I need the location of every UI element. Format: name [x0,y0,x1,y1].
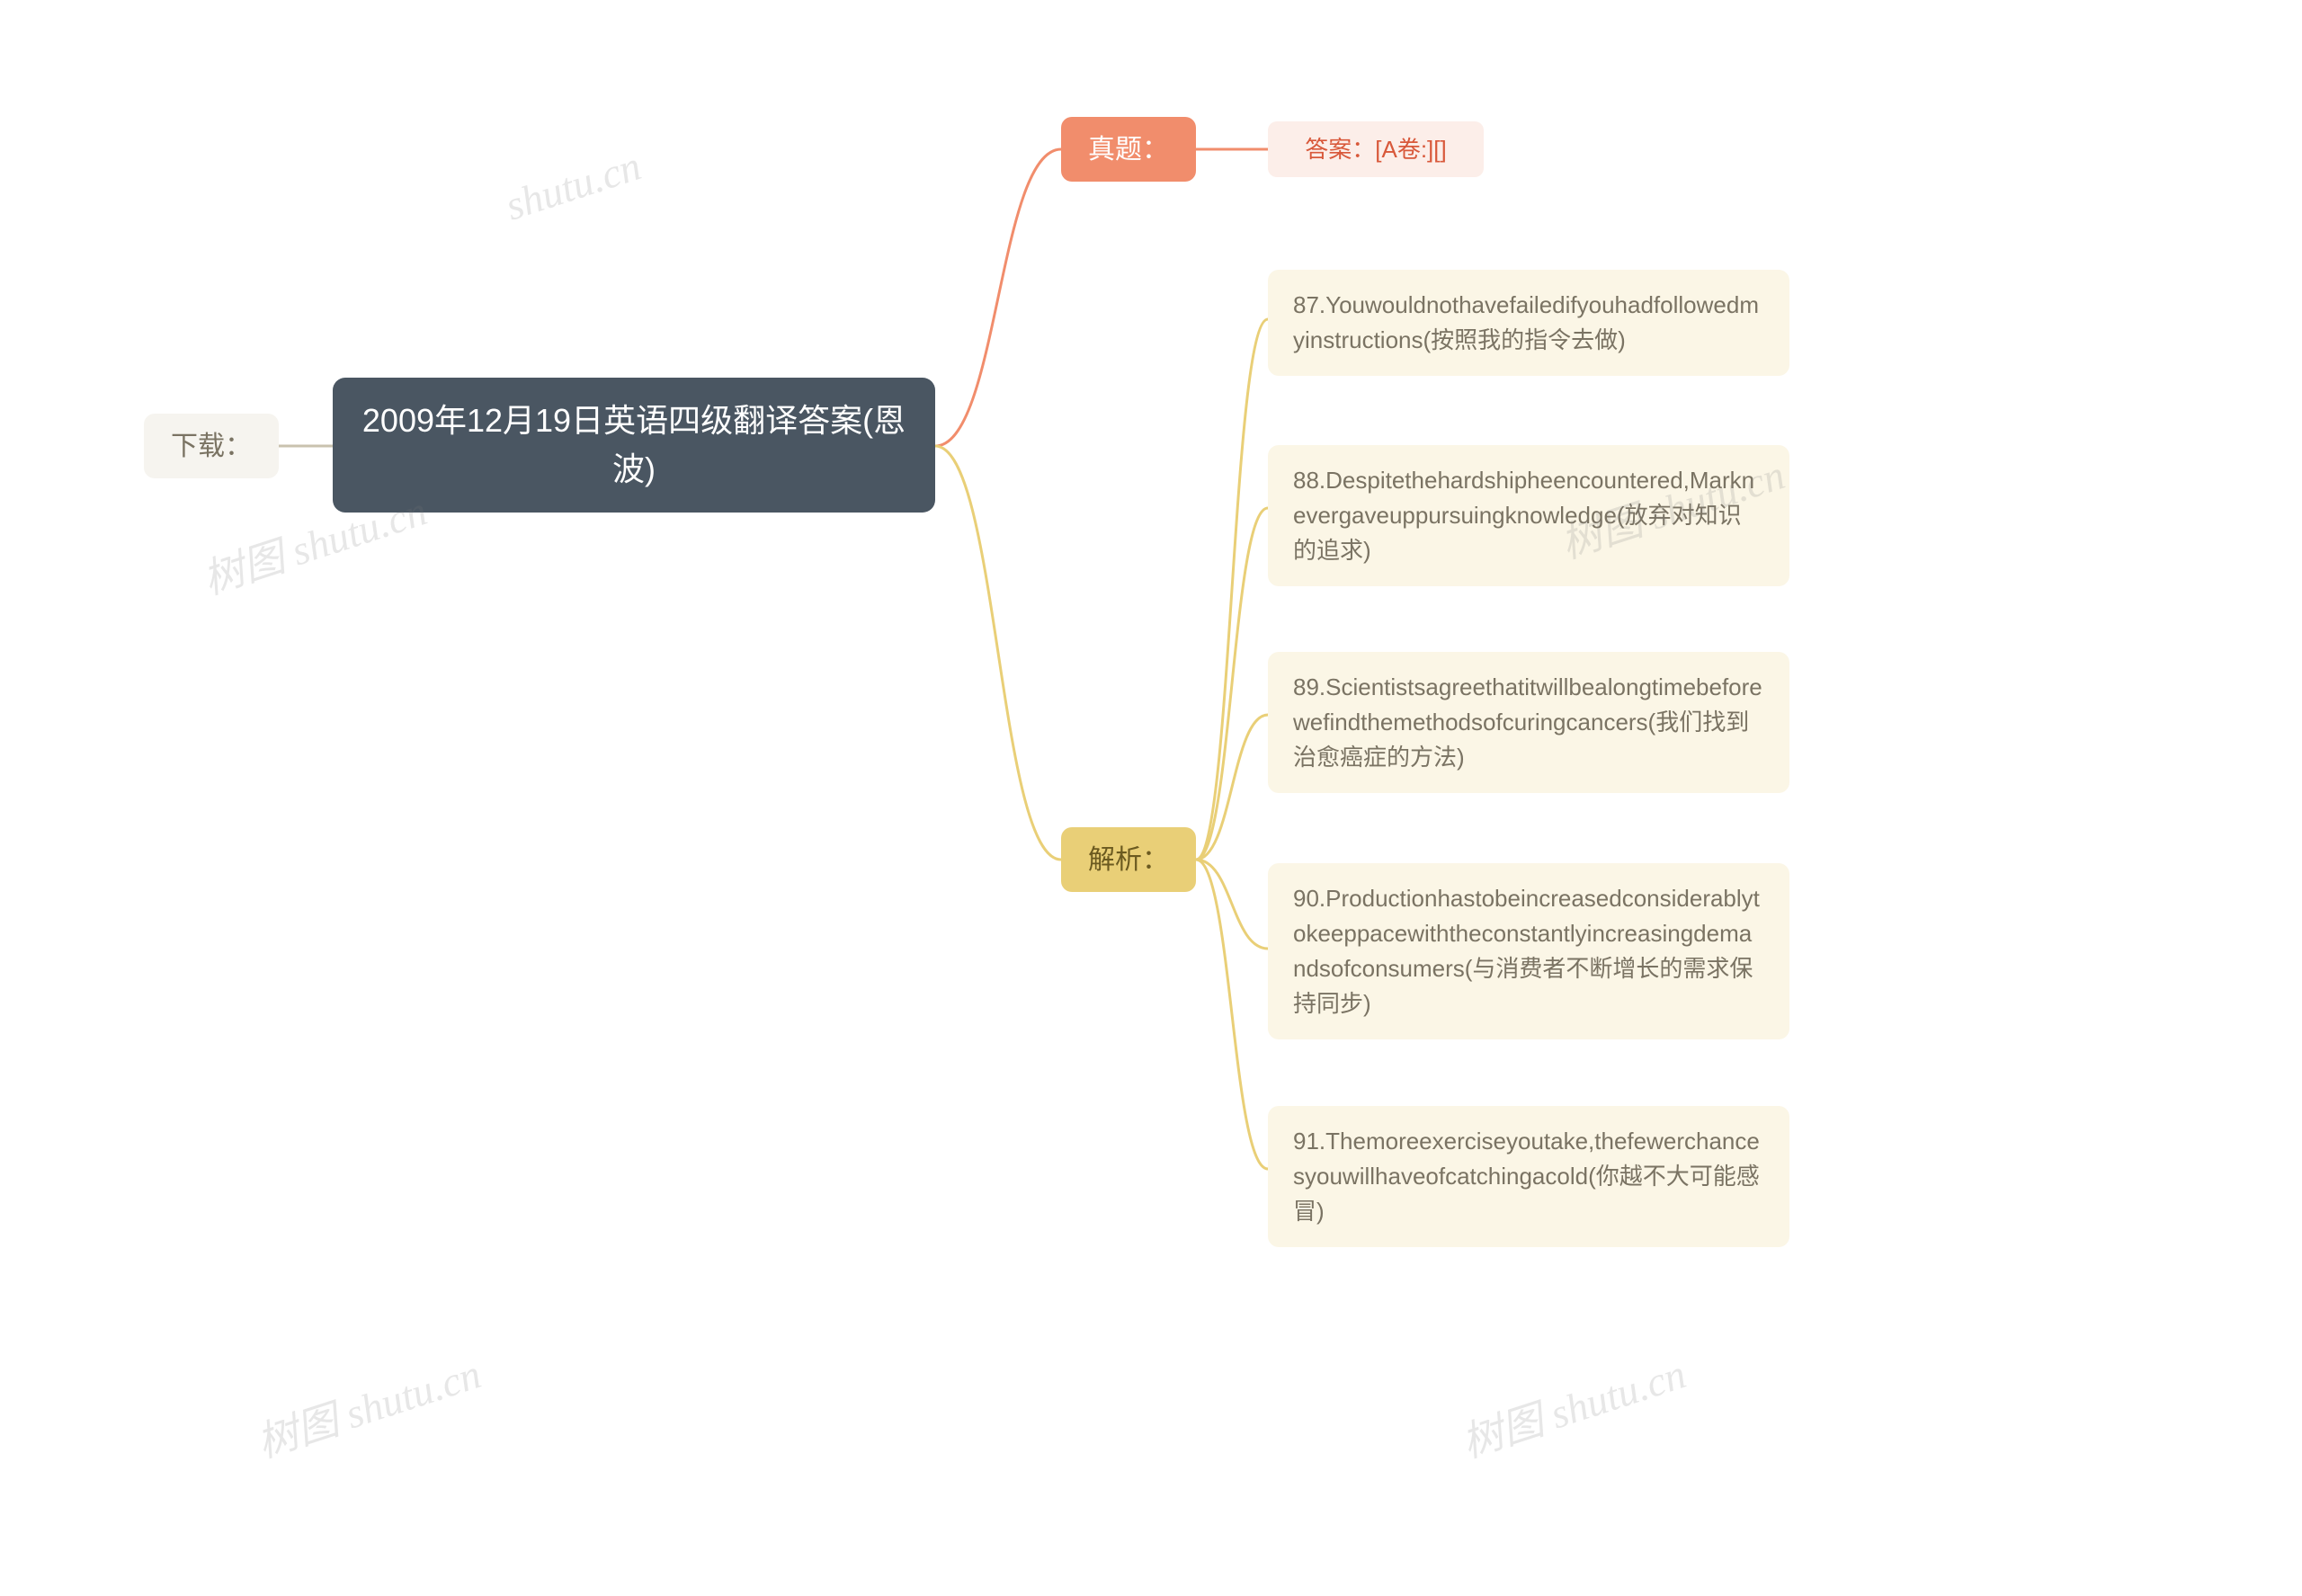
zhenti-node[interactable]: 真题： [1061,117,1196,182]
watermark: shutu.cn [500,141,647,229]
leaf-89-label: 89.Scientistsagreethatitwillbealongtimeb… [1293,670,1764,775]
zhenti-label: 真题： [1088,129,1169,170]
leaf-91[interactable]: 91.Themoreexerciseyoutake,thefewerchance… [1268,1106,1789,1247]
leaf-91-label: 91.Themoreexerciseyoutake,thefewerchance… [1293,1124,1764,1229]
leaf-89[interactable]: 89.Scientistsagreethatitwillbealongtimeb… [1268,652,1789,793]
answer-label: 答案：[A卷:][] [1305,132,1446,167]
jiexi-label: 解析： [1088,840,1169,880]
leaf-87-label: 87.Youwouldnothavefailedifyouhadfollowed… [1293,288,1764,358]
answer-node[interactable]: 答案：[A卷:][] [1268,121,1484,177]
leaf-88[interactable]: 88.Despitethehardshipheencountered,Markn… [1268,445,1789,586]
jiexi-node[interactable]: 解析： [1061,827,1196,892]
download-label: 下载： [171,426,252,467]
leaf-90[interactable]: 90.Productionhastobeincreasedconsiderabl… [1268,863,1789,1039]
download-node[interactable]: 下载： [144,414,279,478]
root-node[interactable]: 2009年12月19日英语四级翻译答案(恩波) [333,378,935,513]
leaf-87[interactable]: 87.Youwouldnothavefailedifyouhadfollowed… [1268,270,1789,376]
mindmap-canvas: 2009年12月19日英语四级翻译答案(恩波) 下载： 真题： 答案：[A卷:]… [0,0,2302,1596]
leaf-88-label: 88.Despitethehardshipheencountered,Markn… [1293,463,1764,568]
root-label: 2009年12月19日英语四级翻译答案(恩波) [358,397,910,494]
watermark: 树图 shutu.cn [248,1342,487,1470]
connector-layer [0,0,2302,1596]
watermark: 树图 shutu.cn [1453,1342,1692,1470]
leaf-90-label: 90.Productionhastobeincreasedconsiderabl… [1293,881,1764,1021]
